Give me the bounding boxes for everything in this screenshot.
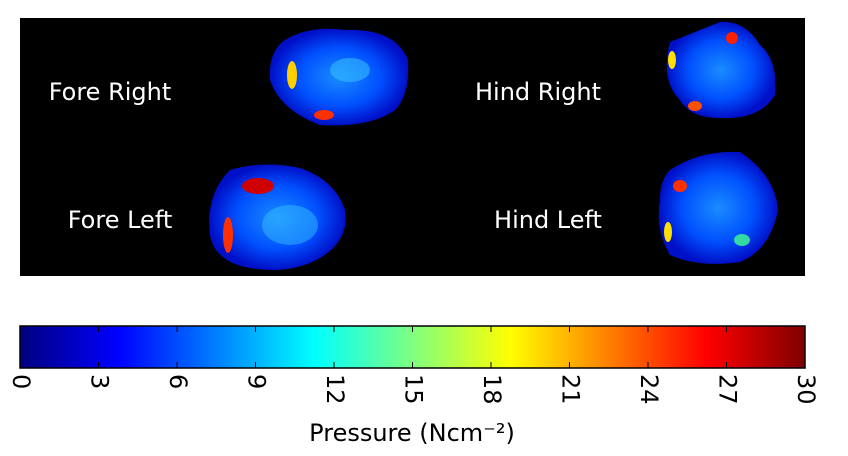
colorbar (19, 325, 806, 369)
tick-label: 21 (557, 374, 585, 405)
tick-label: 27 (714, 374, 742, 405)
tick-label: 6 (164, 374, 192, 389)
tick-label: 0 (7, 374, 35, 389)
paw (658, 151, 778, 264)
hot-spot (664, 222, 672, 242)
hot-spot (688, 101, 702, 111)
warm-spot (262, 205, 318, 245)
tick-label: 12 (321, 374, 349, 405)
panel-labels: Fore Right Hind Right Fore Left Hind Lef… (49, 78, 602, 234)
tick-label: 24 (635, 374, 663, 405)
panel-label: Hind Left (494, 206, 602, 234)
warm-spot (330, 58, 370, 82)
hot-spot (287, 61, 297, 89)
tick-label: 18 (478, 374, 506, 405)
panel-label: Hind Right (475, 78, 601, 106)
hot-spot (673, 180, 687, 192)
tick-label: 30 (792, 374, 820, 405)
paw (666, 21, 776, 119)
hot-spot (668, 51, 676, 69)
hot-spot (726, 32, 738, 44)
paw-prints (209, 21, 778, 271)
tick-label: 3 (86, 374, 114, 389)
warm-spot (734, 234, 750, 246)
hot-spot (314, 110, 334, 120)
tick-label: 9 (243, 374, 271, 389)
colorbar-label: Pressure (Ncm⁻²) (309, 419, 515, 447)
hot-spot (223, 217, 233, 253)
hot-spot (242, 178, 274, 194)
panel-label: Fore Right (49, 78, 172, 106)
tick-label: 15 (400, 374, 428, 405)
panel-label: Fore Left (68, 206, 173, 234)
